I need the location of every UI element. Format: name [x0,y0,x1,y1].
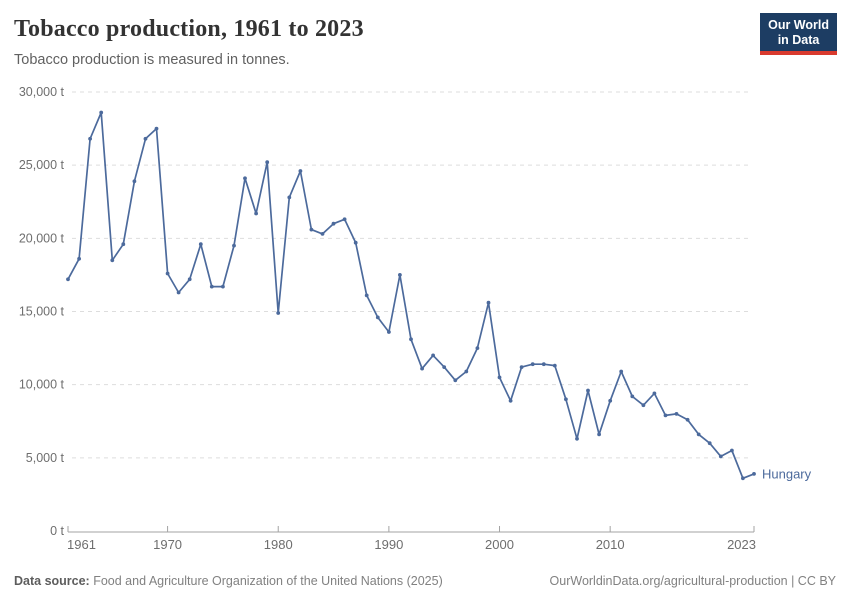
data-point [209,284,214,289]
data-point [320,232,325,236]
data-point [586,388,590,393]
data-point [143,136,148,141]
data-point [730,448,734,453]
data-point [198,242,203,247]
data-point [353,240,358,245]
y-axis-tick-label: 15,000 t [19,305,65,319]
data-point [464,369,469,374]
data-point [552,363,557,368]
data-source: Data source: Food and Agriculture Organi… [14,574,443,588]
data-point [66,277,70,282]
y-axis-tick-label: 30,000 t [19,85,65,99]
data-point [652,391,657,396]
data-point [696,432,701,437]
y-axis-tick-label: 20,000 t [19,231,65,245]
data-point [364,293,369,298]
data-point [541,362,546,367]
data-point [298,169,303,173]
data-point [641,403,646,408]
data-point [663,413,668,418]
data-point [564,397,568,402]
x-axis-tick-label: 1980 [264,537,293,552]
data-point [309,227,314,232]
data-point [575,436,579,441]
owid-logo-line2: in Data [777,32,820,47]
data-point [121,242,126,247]
data-point [265,160,270,165]
y-axis-tick-label: 10,000 t [19,378,65,392]
data-source-label: Data source: [14,574,90,588]
data-point [630,394,635,399]
data-point [674,412,679,416]
data-point [619,369,624,374]
data-point [597,432,601,437]
data-point [276,311,281,315]
data-point [442,365,447,369]
data-point [99,110,104,115]
y-axis-tick-label: 5,000 t [26,451,65,465]
data-point [342,217,347,222]
data-point [165,271,170,276]
data-point [752,472,756,476]
data-point [486,300,491,305]
data-point [132,179,137,184]
data-point [685,417,690,422]
x-axis-tick-label: 1990 [374,537,403,552]
data-point [287,195,292,200]
data-point [707,441,712,446]
data-point [409,337,413,342]
x-axis-tick-label: 1961 [67,537,96,552]
x-axis-tick-label: 2023 [727,537,756,552]
y-axis-tick-label: 0 t [50,524,64,538]
data-point [243,176,247,181]
data-point [387,330,391,334]
x-axis-tick-label: 1970 [153,537,182,552]
data-point [88,136,92,141]
owid-logo[interactable]: Our World in Data [760,13,837,55]
data-point [508,398,513,403]
data-point [110,258,115,263]
credit-link[interactable]: OurWorldinData.org/agricultural-producti… [549,574,836,588]
data-point [375,315,380,320]
data-point [718,454,723,459]
page-title: Tobacco production, 1961 to 2023 [14,16,364,42]
data-point [221,284,225,289]
data-point [187,277,192,282]
data-point [154,126,159,131]
footer: Data source: Food and Agriculture Organi… [14,574,836,588]
data-line[interactable] [67,111,755,480]
data-point [77,256,81,261]
y-axis-tick-label: 25,000 t [19,158,65,172]
data-point [254,211,258,216]
data-point [475,346,480,350]
data-point [530,362,535,367]
data-point [453,378,458,383]
owid-logo-line1: Our World [768,18,829,32]
data-source-text: Food and Agriculture Organization of the… [93,574,443,588]
data-point [420,366,424,371]
data-point [398,273,402,277]
x-axis-tick-label: 2010 [596,537,625,552]
data-point [519,365,524,369]
data-point [431,353,435,358]
data-point [741,476,745,481]
x-axis-tick-label: 2000 [485,537,514,552]
data-point [331,221,336,226]
chart-subtitle: Tobacco production is measured in tonnes… [14,52,290,68]
data-point [497,375,502,380]
data-point [176,290,181,295]
data-point [608,398,613,403]
data-point [232,243,236,248]
series-end-label: Hungary [762,466,812,481]
